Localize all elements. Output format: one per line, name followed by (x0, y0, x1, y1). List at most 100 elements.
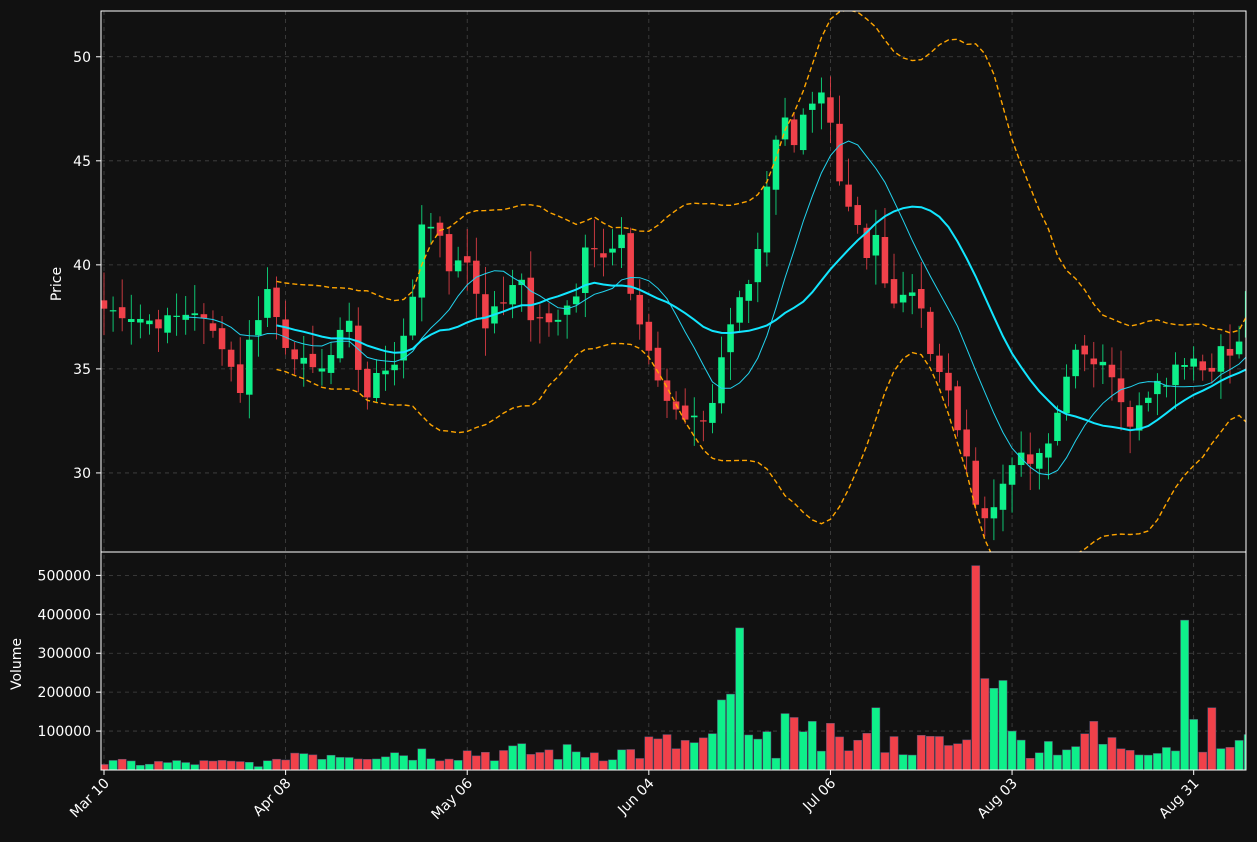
volume-tick-label: 400000 (38, 607, 91, 623)
volume-bar (1207, 707, 1217, 770)
volume-bar (353, 758, 363, 770)
volume-bar (980, 678, 990, 770)
volume-bar (635, 758, 645, 770)
volume-bar (617, 749, 626, 770)
volume-bar (435, 760, 445, 770)
candle-body (527, 277, 535, 321)
candle-body (482, 294, 489, 329)
grid (101, 11, 1246, 770)
candle-body (618, 234, 625, 249)
volume-bar (190, 764, 200, 770)
volume-bar (372, 758, 381, 770)
candle-body (127, 319, 135, 322)
volume-bar (1107, 737, 1117, 770)
candle-body (327, 355, 335, 373)
volume-bar (508, 745, 517, 770)
volume-bar (481, 752, 490, 770)
candle-body (1054, 412, 1061, 441)
volume-bar (1134, 754, 1144, 770)
candle-body (354, 325, 362, 370)
volume-bar (708, 733, 717, 770)
volume-bar (1143, 754, 1153, 770)
candle-body (1108, 364, 1116, 378)
sma-long-line (276, 205, 1246, 432)
volume-bar (444, 758, 454, 770)
volume-bar (208, 760, 218, 770)
candle-body (881, 236, 889, 284)
volume-bar (880, 752, 890, 770)
candle-body (445, 234, 453, 272)
candle-body (627, 233, 634, 294)
volume-bar (898, 754, 908, 770)
volume-tick-label: 100000 (38, 724, 91, 740)
volume-bar (789, 717, 799, 770)
candle-body (954, 386, 961, 431)
volume-bar (1243, 734, 1246, 770)
candle-body (318, 368, 326, 372)
volume-bar (1189, 719, 1199, 770)
volume-bar (317, 759, 327, 770)
volume-bar (989, 688, 999, 770)
candle-body (336, 329, 344, 359)
candle-body (436, 222, 444, 236)
candle-body (1226, 348, 1234, 356)
candle-body (718, 357, 725, 404)
candle-body (509, 285, 516, 305)
volume-bar (235, 761, 245, 770)
volume-bar (562, 744, 572, 770)
volume-bar (526, 754, 536, 770)
candle-body (1036, 452, 1043, 469)
price-tick-label: 35 (73, 362, 91, 378)
candle-body (999, 483, 1007, 510)
candle-body (173, 315, 180, 317)
candle-body (200, 314, 208, 319)
candle-body (709, 402, 716, 423)
candle-body (218, 328, 226, 350)
candle-body (917, 289, 925, 309)
volume-bar (244, 762, 254, 770)
candle-body (1208, 367, 1216, 372)
volume-frame (100, 551, 1247, 771)
volume-bar (971, 565, 981, 770)
volume-bar (698, 737, 708, 770)
candle-body (400, 335, 407, 361)
candle-body (809, 103, 816, 110)
volume-bar (871, 707, 881, 770)
volume-bar (1153, 753, 1162, 770)
price-tick-label: 30 (73, 466, 91, 482)
volume-bar (490, 760, 499, 770)
candle-body (927, 311, 934, 354)
volume-bar (335, 757, 345, 770)
volume-bar (807, 721, 817, 770)
candle-body (236, 364, 244, 394)
candle-body (373, 372, 380, 399)
volume-bar (290, 752, 300, 770)
candle-body (273, 287, 280, 318)
volume-bar (626, 749, 636, 770)
candle-body (137, 318, 144, 323)
volume-bar (1025, 757, 1035, 770)
candle-body (191, 313, 199, 316)
candle-body (382, 370, 389, 375)
candle-body (899, 294, 907, 303)
volume-tick-label: 500000 (38, 568, 91, 584)
candle-body (1163, 385, 1170, 387)
candle-body (545, 313, 553, 323)
candle-body (836, 123, 843, 182)
price-panel (101, 11, 1246, 552)
candle-body (1190, 358, 1197, 367)
candle-body (109, 310, 117, 312)
candle-body (990, 507, 998, 519)
candle-body (845, 184, 852, 207)
candle-body (300, 357, 308, 364)
candle-body (963, 429, 970, 457)
candle-body (209, 323, 217, 331)
volume-bar (780, 713, 790, 770)
candle-body (1090, 358, 1098, 365)
volume-bar (553, 759, 563, 770)
candle-body (790, 119, 798, 146)
candle-body (1045, 443, 1052, 458)
volume-panel (101, 565, 1246, 770)
candle-body (1181, 364, 1188, 367)
